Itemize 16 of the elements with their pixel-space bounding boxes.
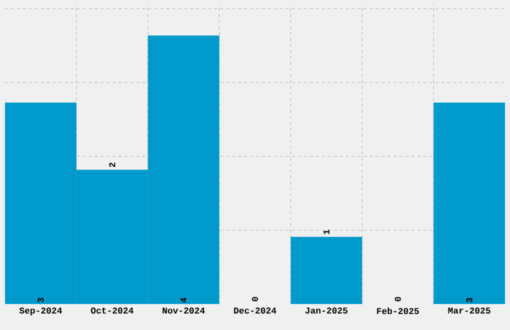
x-tick-label: Oct-2024 — [90, 308, 134, 314]
data-label: 0 — [394, 296, 401, 302]
x-tick-label: Jan-2025 — [305, 308, 348, 314]
x-tick-label: Dec-2024 — [234, 308, 276, 314]
data-label: 4 — [180, 298, 187, 302]
x-tick-label: Nov-2024 — [162, 308, 205, 314]
data-label: 2 — [109, 162, 116, 168]
x-tick-label: Mar-2025 — [448, 308, 490, 314]
data-label: 3 — [38, 298, 44, 302]
bar — [290, 236, 362, 304]
x-tick-label: Feb-2025 — [377, 308, 419, 314]
data-label: 3 — [466, 298, 472, 302]
x-tick-label: Sep-2024 — [19, 308, 62, 316]
data-label: 0 — [252, 296, 258, 302]
data-label: 1 — [323, 230, 330, 234]
bar — [434, 102, 505, 304]
